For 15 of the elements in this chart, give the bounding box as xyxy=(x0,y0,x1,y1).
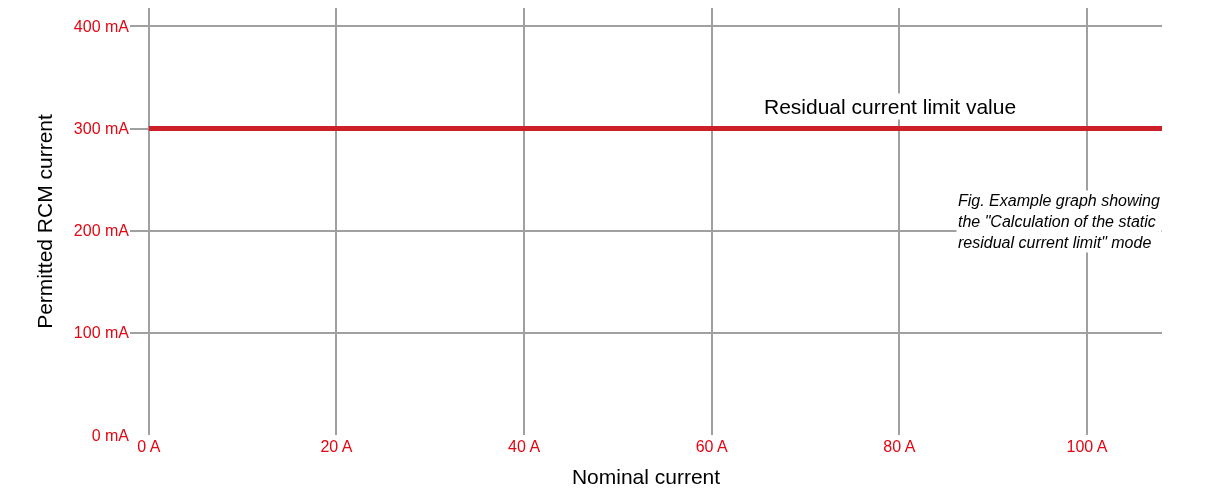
annotation: Fig. Example graph showing the "Calculation of the static residual current limit" mode xyxy=(958,192,1160,251)
x-tick-label: 0 A xyxy=(137,438,161,455)
x-tick-label: 60 A xyxy=(695,438,729,455)
y-tick-label: 0 mA xyxy=(91,426,130,444)
y-tick-label: 100 mA xyxy=(73,324,130,342)
y-tick-label: 400 mA xyxy=(73,17,130,35)
x-axis-title: Nominal current xyxy=(571,465,721,489)
x-tick-label: 100 A xyxy=(1066,438,1108,455)
y-axis-title: Permitted RCM current xyxy=(33,113,57,329)
annotation: Residual current limit value xyxy=(764,95,1017,118)
y-tick-label: 200 mA xyxy=(73,222,130,240)
x-tick-label: 40 A xyxy=(508,438,541,455)
x-tick-label: 80 A xyxy=(883,438,916,455)
y-tick-label: 300 mA xyxy=(73,120,130,138)
x-tick-label: 20 A xyxy=(320,438,353,455)
